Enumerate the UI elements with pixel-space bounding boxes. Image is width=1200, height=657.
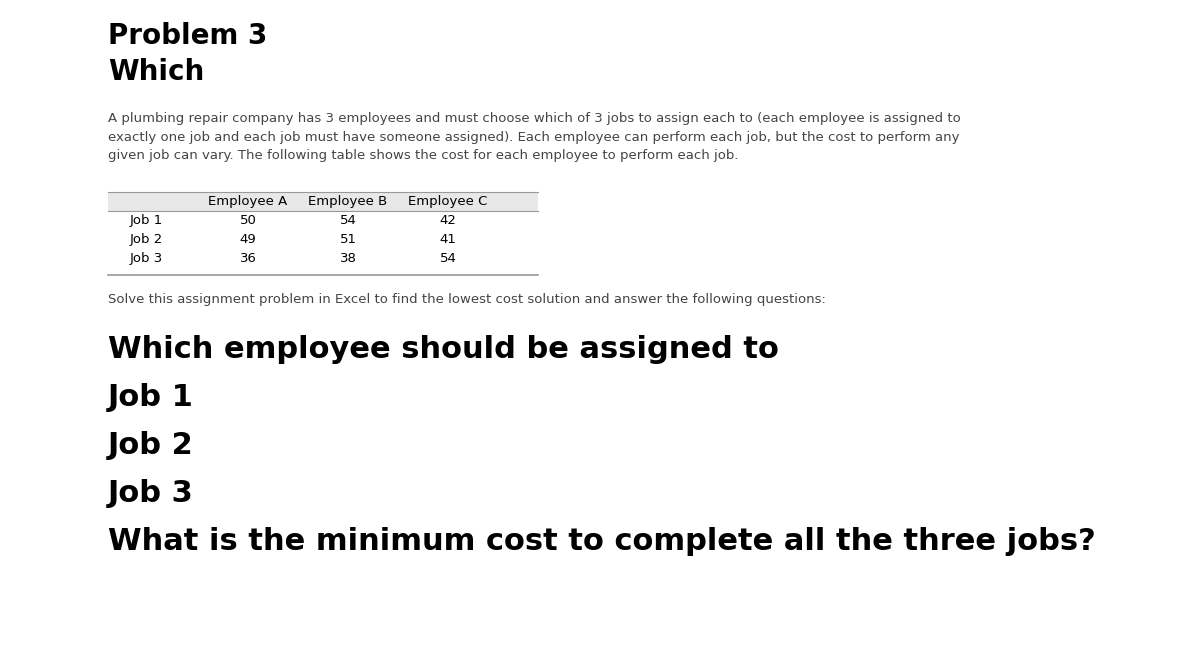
Text: Employee A: Employee A	[209, 195, 288, 208]
Text: 41: 41	[439, 233, 456, 246]
Text: Job 2: Job 2	[130, 233, 163, 246]
Text: Which employee should be assigned to: Which employee should be assigned to	[108, 335, 779, 364]
Text: 42: 42	[439, 214, 456, 227]
Text: Employee B: Employee B	[308, 195, 388, 208]
Text: Job 3: Job 3	[130, 252, 163, 265]
Text: Job 1: Job 1	[130, 214, 163, 227]
Text: 38: 38	[340, 252, 356, 265]
Text: Job 1: Job 1	[108, 383, 194, 412]
Text: Job 2: Job 2	[108, 431, 193, 460]
Text: 51: 51	[340, 233, 356, 246]
Text: 54: 54	[340, 214, 356, 227]
Text: 50: 50	[240, 214, 257, 227]
Text: Which: Which	[108, 58, 204, 86]
Text: 49: 49	[240, 233, 257, 246]
Text: Solve this assignment problem in Excel to find the lowest cost solution and answ: Solve this assignment problem in Excel t…	[108, 293, 826, 306]
Text: 54: 54	[439, 252, 456, 265]
Text: Job 3: Job 3	[108, 479, 193, 508]
Text: Problem 3: Problem 3	[108, 22, 268, 50]
Text: 36: 36	[240, 252, 257, 265]
Text: What is the minimum cost to complete all the three jobs?: What is the minimum cost to complete all…	[108, 527, 1096, 556]
Text: Employee C: Employee C	[408, 195, 487, 208]
FancyBboxPatch shape	[108, 192, 538, 211]
Text: A plumbing repair company has 3 employees and must choose which of 3 jobs to ass: A plumbing repair company has 3 employee…	[108, 112, 961, 162]
